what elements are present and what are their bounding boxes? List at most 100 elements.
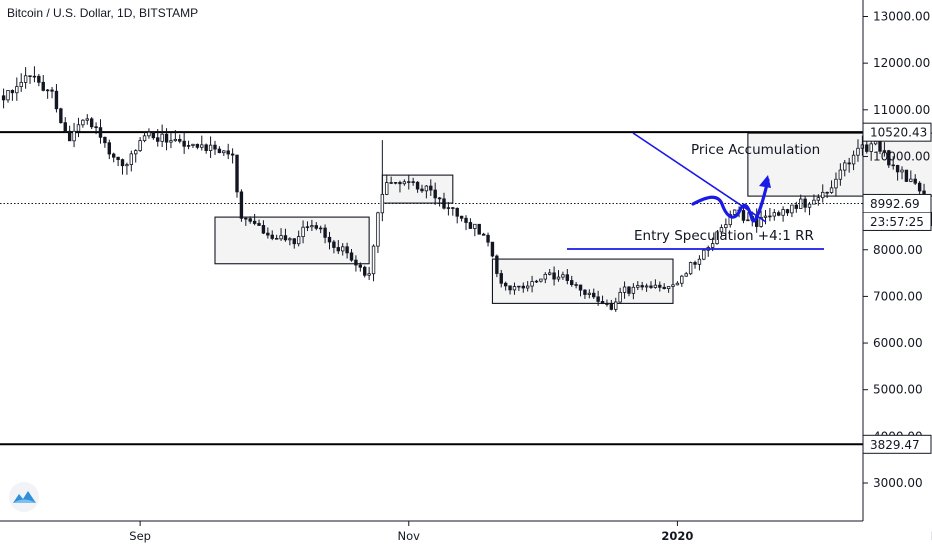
candle-body (684, 273, 688, 277)
candle-body (23, 75, 28, 83)
candle-body (552, 272, 556, 280)
candle-body (305, 226, 310, 228)
candle-body (407, 181, 411, 183)
candle-body (283, 235, 288, 241)
candle-body (314, 225, 318, 229)
candle-body (728, 214, 732, 226)
candle-body (614, 301, 618, 310)
candle-body (666, 286, 671, 289)
candle-body (768, 215, 772, 218)
candle-body (363, 266, 367, 276)
candle-body (746, 219, 750, 222)
candle-body (565, 274, 570, 281)
candle-body (54, 90, 59, 110)
candle-body (499, 273, 503, 284)
candle-body (301, 226, 305, 238)
candle-body (393, 182, 398, 184)
tradingview-logo-icon[interactable] (9, 482, 39, 512)
candle-body (464, 217, 468, 223)
candle-body (900, 169, 904, 173)
candle-body (182, 140, 186, 147)
candle-body (257, 223, 261, 226)
candle-body (913, 178, 917, 184)
candle-body (772, 212, 776, 217)
candle-body (459, 215, 464, 219)
candle-body (437, 197, 442, 200)
candle-body (85, 118, 89, 121)
time-axis-panel[interactable] (0, 521, 863, 550)
range-box (491, 258, 674, 304)
candle-body (596, 296, 600, 302)
candle-body (843, 162, 847, 171)
candle-body (592, 292, 596, 298)
candle-body (578, 284, 583, 291)
candle-body (490, 241, 495, 257)
candle-body (790, 204, 794, 214)
candle-body (261, 225, 266, 234)
candle-body (327, 236, 332, 243)
candle-body (125, 164, 129, 167)
candle-body (869, 143, 873, 152)
candle-body (266, 232, 270, 236)
candle-body (239, 191, 244, 219)
candle-body (838, 169, 843, 180)
y-tick-label: 8000.00 (873, 243, 923, 257)
candle-body (270, 234, 274, 239)
candle-body (50, 89, 54, 92)
price-badge-label: 10520.43 (870, 126, 927, 140)
candle-body (794, 204, 799, 209)
price-badges: 10520.43 3829.47 8992.69 23:57:25 (862, 122, 932, 454)
candle-body (336, 247, 341, 252)
price-axis-panel[interactable] (863, 0, 932, 520)
candle-body (763, 215, 768, 218)
candle-body (644, 285, 649, 288)
candle-body (142, 135, 147, 142)
candle-body (451, 207, 455, 209)
candle-body (799, 198, 803, 209)
candle-body (719, 227, 724, 233)
candle-body (371, 245, 376, 275)
candle-body (134, 150, 138, 155)
candle-body (508, 285, 512, 291)
y-tick-label: 3000.00 (873, 476, 923, 490)
candle-body (349, 252, 354, 261)
y-tick-label: 6000.00 (873, 336, 923, 350)
candle-body (72, 130, 76, 142)
x-tick-label: Mar (931, 529, 932, 543)
candle-body (37, 75, 41, 83)
candle-body (173, 138, 178, 142)
range-box (214, 216, 370, 265)
candle-body (525, 285, 530, 289)
candle-body (829, 187, 834, 193)
candle-body (89, 118, 94, 128)
candle-body (732, 209, 737, 215)
candle-body (693, 262, 697, 265)
candle-body (156, 137, 160, 142)
candle-body (777, 212, 781, 216)
candle-body (208, 144, 213, 151)
candle-body (429, 185, 433, 191)
candle-body (917, 182, 922, 192)
candle-body (561, 274, 565, 278)
candle-body (345, 246, 349, 254)
candle-body (217, 148, 222, 154)
candle-body (477, 223, 481, 235)
candle-body (834, 178, 838, 189)
candle-body (680, 275, 684, 284)
candle-body (112, 153, 116, 158)
candle-body (887, 150, 891, 166)
arrow-head-icon (759, 175, 771, 188)
candle-body (702, 249, 706, 260)
candle-body (622, 286, 627, 293)
candle-body (587, 292, 592, 295)
candle-body (675, 282, 680, 286)
drawings-layer (567, 132, 824, 250)
candle-body (15, 86, 19, 94)
candle-body (19, 81, 23, 87)
candle-body (547, 272, 552, 275)
candle-body (605, 303, 609, 305)
candle-body (715, 231, 719, 244)
countdown-label: 23:57:25 (870, 215, 924, 229)
candle-body (895, 165, 900, 173)
